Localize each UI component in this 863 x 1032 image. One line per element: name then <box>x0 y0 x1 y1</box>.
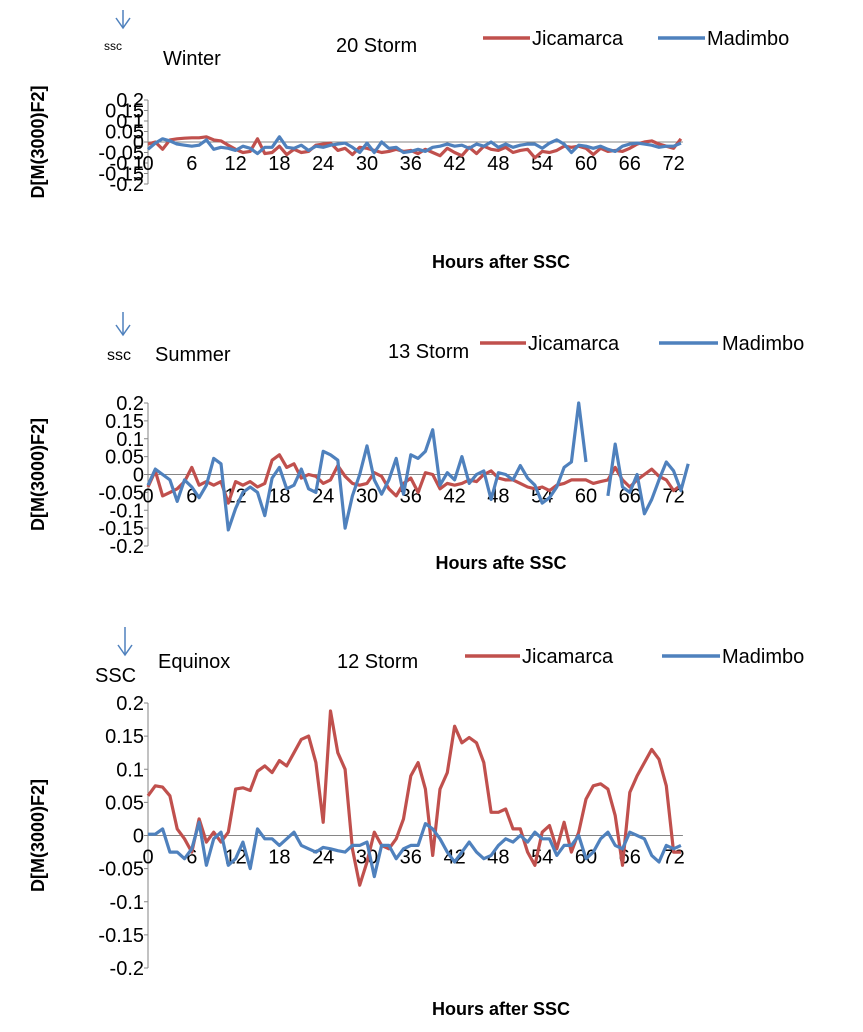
y-tick-label: 0.2 <box>116 90 144 112</box>
panel-summer: 0.20.150.10.050-0.05-0.1-0.15-0.20 6 12 18 2… <box>28 312 804 573</box>
x-tick-label: 18 <box>268 847 290 869</box>
y-tick-label: 0.15 <box>105 101 144 123</box>
y-tick-label: -0.05 <box>98 859 144 881</box>
x-tick-label: 48 <box>487 153 509 175</box>
y-tick-label: 0.15 <box>105 411 144 433</box>
legend-label-madimbo: Madimbo <box>722 646 804 668</box>
legend-label-madimbo: Madimbo <box>722 333 804 355</box>
series-line-madimbo <box>146 401 588 532</box>
x-tick-label: 36 <box>400 847 422 869</box>
x-tick-label: 0 <box>142 153 153 175</box>
x-tick-label: 66 <box>619 153 641 175</box>
x-tick-label: 66 <box>619 486 641 508</box>
series-line-madimbo <box>606 442 690 516</box>
ssc-label: SSC <box>95 665 136 687</box>
x-tick-label: 12 <box>224 153 246 175</box>
x-tick-label: 30 <box>356 153 378 175</box>
y-tick-label: 0.2 <box>116 693 144 715</box>
series-line-jicamarca <box>146 453 682 505</box>
x-tick-label: 30 <box>356 486 378 508</box>
legend-label-madimbo: Madimbo <box>707 28 789 50</box>
panel-winter: 0.20.150.10.050-0.05-0.1-0.15-0.20 6 12 18 2… <box>28 10 789 272</box>
series-line-jicamarca <box>146 709 681 887</box>
y-tick-label: 0.05 <box>105 122 144 144</box>
ssc-label: ssc <box>104 39 122 53</box>
legend-label-jicamarca: Jicamarca <box>528 333 620 355</box>
season-title: Winter <box>163 48 221 70</box>
x-tick-label: 6 <box>186 486 197 508</box>
panel-equinox: 0.20.150.10.050-0.05-0.1-0.15-0.20 6 12 18 2… <box>28 627 804 1019</box>
series-line-madimbo <box>148 820 682 879</box>
ssc-arrowhead-icon <box>117 644 133 657</box>
x-tick-label: 24 <box>312 153 334 175</box>
y-tick-label: 0.1 <box>116 111 144 133</box>
x-tick-label: 72 <box>662 486 684 508</box>
y-tick-label: -0.15 <box>98 518 144 540</box>
y-tick-label: -0.15 <box>98 925 144 947</box>
y-tick-label: -0.05 <box>98 143 144 165</box>
legend-label-jicamarca: Jicamarca <box>522 646 614 668</box>
y-tick-label: 0 <box>133 132 144 154</box>
x-tick-label: 36 <box>400 153 422 175</box>
storm-count-label: 20 Storm <box>336 35 417 57</box>
storm-count-label: 13 Storm <box>388 341 469 363</box>
y-tick-label: 0.05 <box>105 447 144 469</box>
ssc-arrowhead-icon <box>115 324 131 337</box>
season-title: Equinox <box>158 651 230 673</box>
y-tick-label: -0.1 <box>110 500 144 522</box>
x-axis-label: Hours afte SSC <box>435 553 566 573</box>
y-tick-label: 0 <box>133 465 144 487</box>
x-tick-label: 0 <box>142 847 153 869</box>
y-tick-label: -0.2 <box>110 536 144 558</box>
x-tick-label: 6 <box>186 847 197 869</box>
legend-label-jicamarca: Jicamarca <box>532 28 624 50</box>
y-tick-label: 0 <box>133 826 144 848</box>
y-axis-label: D[M(3000)F2] <box>28 418 48 531</box>
x-tick-label: 6 <box>186 153 197 175</box>
x-tick-label: 60 <box>575 153 597 175</box>
x-tick-label: 54 <box>531 153 553 175</box>
x-axis-label: Hours after SSC <box>432 999 570 1019</box>
x-tick-label: 72 <box>662 153 684 175</box>
season-title: Summer <box>155 344 231 366</box>
x-axis-label: Hours after SSC <box>432 252 570 272</box>
x-tick-label: 42 <box>443 486 465 508</box>
ssc-label: ssc <box>107 347 131 364</box>
y-axis-label: D[M(3000)F2] <box>28 85 48 198</box>
y-tick-label: -0.15 <box>98 164 144 186</box>
x-tick-label: 18 <box>268 153 290 175</box>
y-tick-label: -0.2 <box>110 174 144 196</box>
x-tick-label: 42 <box>443 153 465 175</box>
y-tick-label: 0.1 <box>116 759 144 781</box>
y-tick-label: -0.05 <box>98 482 144 504</box>
y-tick-label: -0.1 <box>110 892 144 914</box>
ssc-arrowhead-icon <box>115 17 131 30</box>
y-tick-label: -0.1 <box>110 153 144 175</box>
x-tick-label: 48 <box>487 847 509 869</box>
storm-count-label: 12 Storm <box>337 651 418 673</box>
x-tick-label: 0 <box>142 486 153 508</box>
y-tick-label: 0.2 <box>116 393 144 415</box>
x-tick-label: 60 <box>575 486 597 508</box>
y-tick-label: 0.15 <box>105 726 144 748</box>
y-tick-label: 0.1 <box>116 429 144 451</box>
series-line-madimbo <box>146 135 682 156</box>
y-tick-label: -0.2 <box>110 958 144 980</box>
x-tick-label: 18 <box>268 486 290 508</box>
y-axis-label: D[M(3000)F2] <box>28 779 48 892</box>
y-tick-label: 0.05 <box>105 792 144 814</box>
